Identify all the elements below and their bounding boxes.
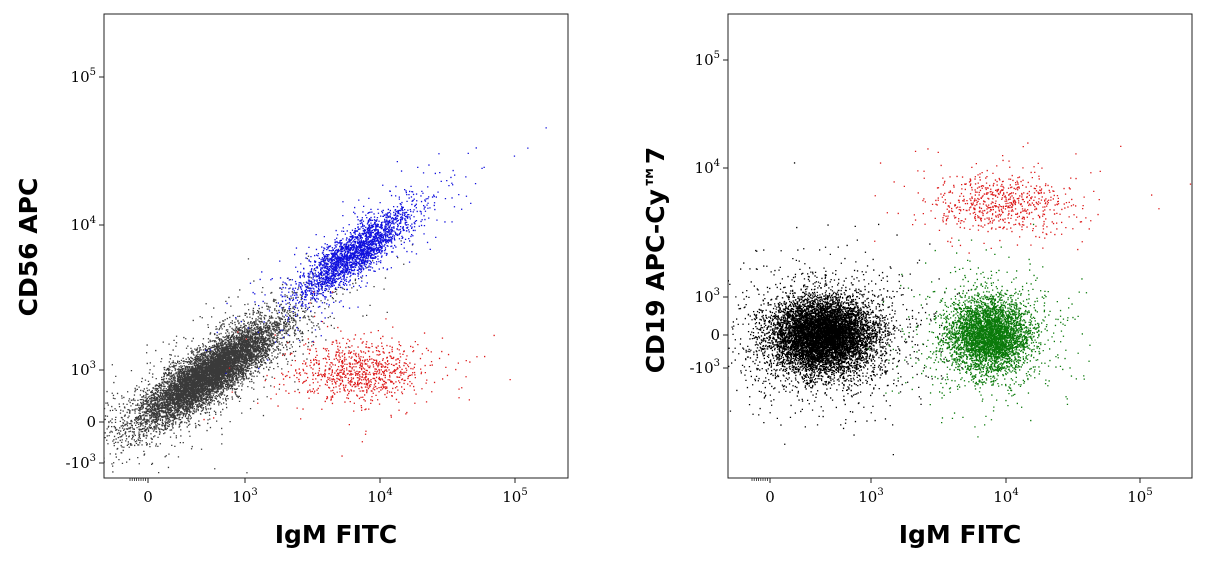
y-tick-label: 105 bbox=[695, 50, 720, 69]
y-tick: 104 bbox=[695, 158, 728, 177]
population-cd19-high-cells bbox=[874, 142, 1192, 254]
population-igm-b-cells bbox=[867, 223, 1091, 438]
cd56-vs-igm-plot: IgM FITC CD56 APC 0 103 104 105 -103 0 103 104 1… bbox=[14, 13, 569, 549]
y-tick-label: 104 bbox=[695, 158, 720, 177]
y-tick: 0 bbox=[710, 326, 728, 344]
y-tick-label: -103 bbox=[65, 453, 96, 472]
y-tick-label: -103 bbox=[689, 358, 720, 377]
y-tick-label: 105 bbox=[71, 67, 96, 86]
x-minor-ticks bbox=[751, 478, 768, 481]
x-tick-label: 103 bbox=[232, 487, 257, 506]
x-tick-label: 0 bbox=[765, 488, 775, 506]
y-tick: 0 bbox=[86, 413, 104, 431]
x-axis-title: IgM FITC bbox=[899, 520, 1022, 549]
y-tick: 103 bbox=[695, 287, 728, 306]
population-nk-cells-cd56- bbox=[205, 127, 547, 374]
x-tick: 105 bbox=[1127, 478, 1153, 506]
scatter-points bbox=[205, 127, 547, 374]
x-tick: 0 bbox=[765, 478, 775, 506]
y-tick: 103 bbox=[71, 360, 104, 379]
y-tick-label: 104 bbox=[71, 215, 96, 234]
cd19-vs-igm-plot: IgM FITC CD19 APC-Cy™7 0 103 104 105 -103 0 10… bbox=[641, 13, 1193, 549]
y-tick: 104 bbox=[71, 215, 104, 234]
x-tick: 103 bbox=[232, 478, 258, 506]
population-b-cells-igm- bbox=[203, 291, 511, 457]
x-tick-label: 104 bbox=[993, 487, 1018, 506]
scatter-points bbox=[104, 230, 414, 478]
scatter-points bbox=[203, 291, 511, 457]
population-non-b-non-nk-cells bbox=[104, 230, 414, 478]
plot-frame bbox=[103, 13, 569, 479]
x-tick: 105 bbox=[502, 478, 528, 506]
x-tick: 103 bbox=[858, 478, 884, 506]
y-axis-title: CD19 APC-Cy™7 bbox=[641, 147, 670, 374]
y-tick: 105 bbox=[71, 67, 104, 86]
plot-frame bbox=[727, 13, 1193, 479]
scatter-points bbox=[867, 223, 1091, 438]
x-axis-title: IgM FITC bbox=[275, 520, 398, 549]
x-minor-ticks bbox=[129, 478, 146, 481]
y-tick: -103 bbox=[65, 453, 104, 472]
population-non-b-cells bbox=[728, 162, 990, 456]
y-tick-label: 103 bbox=[695, 287, 720, 306]
y-tick: 105 bbox=[695, 50, 728, 69]
y-tick-label: 0 bbox=[710, 326, 720, 344]
x-tick-label: 105 bbox=[1127, 487, 1152, 506]
x-tick: 104 bbox=[993, 478, 1019, 506]
y-tick-label: 0 bbox=[86, 413, 96, 431]
y-tick: -103 bbox=[689, 358, 728, 377]
y-tick-label: 103 bbox=[71, 360, 96, 379]
x-tick-label: 103 bbox=[858, 487, 883, 506]
x-tick-label: 105 bbox=[502, 487, 527, 506]
x-tick-label: 0 bbox=[143, 488, 153, 506]
x-tick: 104 bbox=[367, 478, 393, 506]
scatter-points bbox=[874, 142, 1192, 254]
scatter-points bbox=[728, 162, 990, 456]
y-axis-title: CD56 APC bbox=[14, 178, 43, 317]
x-tick-label: 104 bbox=[367, 487, 392, 506]
x-tick: 0 bbox=[143, 478, 153, 506]
